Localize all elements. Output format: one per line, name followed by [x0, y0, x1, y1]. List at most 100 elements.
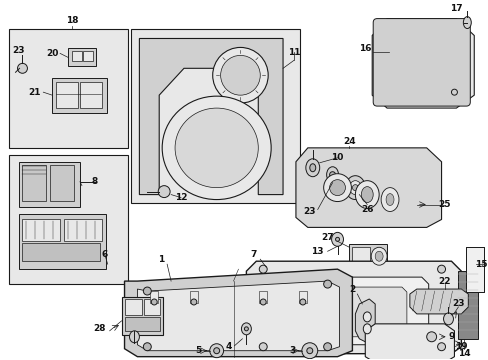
Polygon shape: [371, 19, 473, 108]
Text: 2: 2: [348, 284, 355, 293]
Ellipse shape: [212, 48, 267, 103]
Ellipse shape: [213, 348, 219, 354]
Ellipse shape: [463, 17, 470, 28]
Text: 22: 22: [437, 276, 450, 285]
Bar: [9, 28, 127, 148]
Bar: [144, 299, 160, 315]
Bar: [189, 291, 198, 303]
Polygon shape: [287, 287, 406, 337]
Text: 19: 19: [454, 342, 467, 351]
Polygon shape: [365, 324, 453, 360]
FancyBboxPatch shape: [372, 19, 469, 106]
Ellipse shape: [158, 186, 170, 198]
Bar: [150, 291, 158, 303]
Text: 7: 7: [250, 250, 256, 259]
Ellipse shape: [443, 313, 452, 325]
Ellipse shape: [335, 237, 339, 241]
Bar: [131, 28, 299, 203]
Bar: [124, 317, 160, 331]
Bar: [19, 215, 105, 269]
Bar: [349, 244, 386, 268]
Polygon shape: [137, 281, 339, 351]
Text: 23: 23: [451, 300, 464, 309]
Ellipse shape: [299, 299, 305, 305]
Polygon shape: [139, 39, 283, 195]
Text: 5: 5: [195, 346, 202, 355]
Ellipse shape: [380, 188, 398, 211]
Ellipse shape: [309, 164, 315, 172]
Ellipse shape: [352, 185, 358, 190]
Ellipse shape: [361, 186, 372, 203]
Bar: [56, 82, 78, 108]
Polygon shape: [124, 269, 352, 357]
Ellipse shape: [426, 332, 436, 342]
Ellipse shape: [355, 181, 378, 208]
Text: 13: 13: [311, 247, 324, 256]
Bar: [9, 155, 127, 284]
Bar: [124, 299, 142, 315]
Bar: [22, 165, 46, 201]
Text: 11: 11: [287, 48, 300, 57]
Bar: [22, 220, 60, 241]
Bar: [259, 291, 266, 303]
Bar: [122, 297, 163, 335]
Ellipse shape: [374, 251, 382, 261]
Ellipse shape: [260, 299, 265, 305]
Text: 24: 24: [343, 138, 355, 147]
Text: 14: 14: [457, 349, 470, 358]
Ellipse shape: [129, 331, 139, 343]
Text: 23: 23: [12, 46, 25, 55]
Bar: [22, 243, 100, 261]
Ellipse shape: [345, 176, 365, 199]
Polygon shape: [246, 261, 461, 354]
Bar: [83, 51, 93, 61]
Text: 21: 21: [28, 88, 41, 97]
Text: 15: 15: [474, 260, 487, 269]
Text: 3: 3: [289, 346, 295, 355]
Ellipse shape: [209, 344, 223, 358]
Ellipse shape: [301, 343, 317, 359]
Bar: [50, 165, 74, 201]
Ellipse shape: [143, 343, 151, 351]
Ellipse shape: [190, 299, 197, 305]
Bar: [298, 291, 306, 303]
Ellipse shape: [437, 343, 445, 351]
Text: 25: 25: [437, 200, 450, 209]
Text: 23: 23: [303, 207, 315, 216]
Polygon shape: [409, 289, 468, 314]
Text: 10: 10: [331, 153, 343, 162]
Text: 8: 8: [92, 177, 98, 186]
Ellipse shape: [259, 265, 266, 273]
Text: 6: 6: [102, 250, 108, 259]
Text: 18: 18: [66, 16, 78, 25]
Polygon shape: [273, 277, 428, 345]
Ellipse shape: [450, 89, 456, 95]
Ellipse shape: [323, 280, 331, 288]
Ellipse shape: [363, 324, 370, 334]
Ellipse shape: [244, 327, 248, 331]
Ellipse shape: [326, 167, 338, 183]
Ellipse shape: [305, 159, 319, 177]
Ellipse shape: [323, 343, 331, 351]
Bar: [466, 247, 483, 292]
Ellipse shape: [306, 348, 312, 354]
Polygon shape: [466, 247, 483, 292]
Ellipse shape: [370, 247, 386, 265]
Bar: [80, 82, 102, 108]
Bar: [457, 271, 477, 339]
Bar: [64, 220, 102, 241]
Ellipse shape: [18, 63, 27, 73]
Bar: [68, 49, 96, 66]
Polygon shape: [295, 148, 441, 228]
Bar: [72, 51, 82, 61]
Ellipse shape: [329, 180, 345, 195]
Ellipse shape: [349, 181, 361, 195]
Text: 20: 20: [46, 49, 58, 58]
Ellipse shape: [151, 299, 157, 305]
Ellipse shape: [323, 174, 351, 202]
Text: 17: 17: [449, 4, 462, 13]
Ellipse shape: [175, 108, 258, 188]
Ellipse shape: [220, 55, 260, 95]
Text: 12: 12: [174, 193, 187, 202]
Text: 9: 9: [447, 332, 454, 341]
